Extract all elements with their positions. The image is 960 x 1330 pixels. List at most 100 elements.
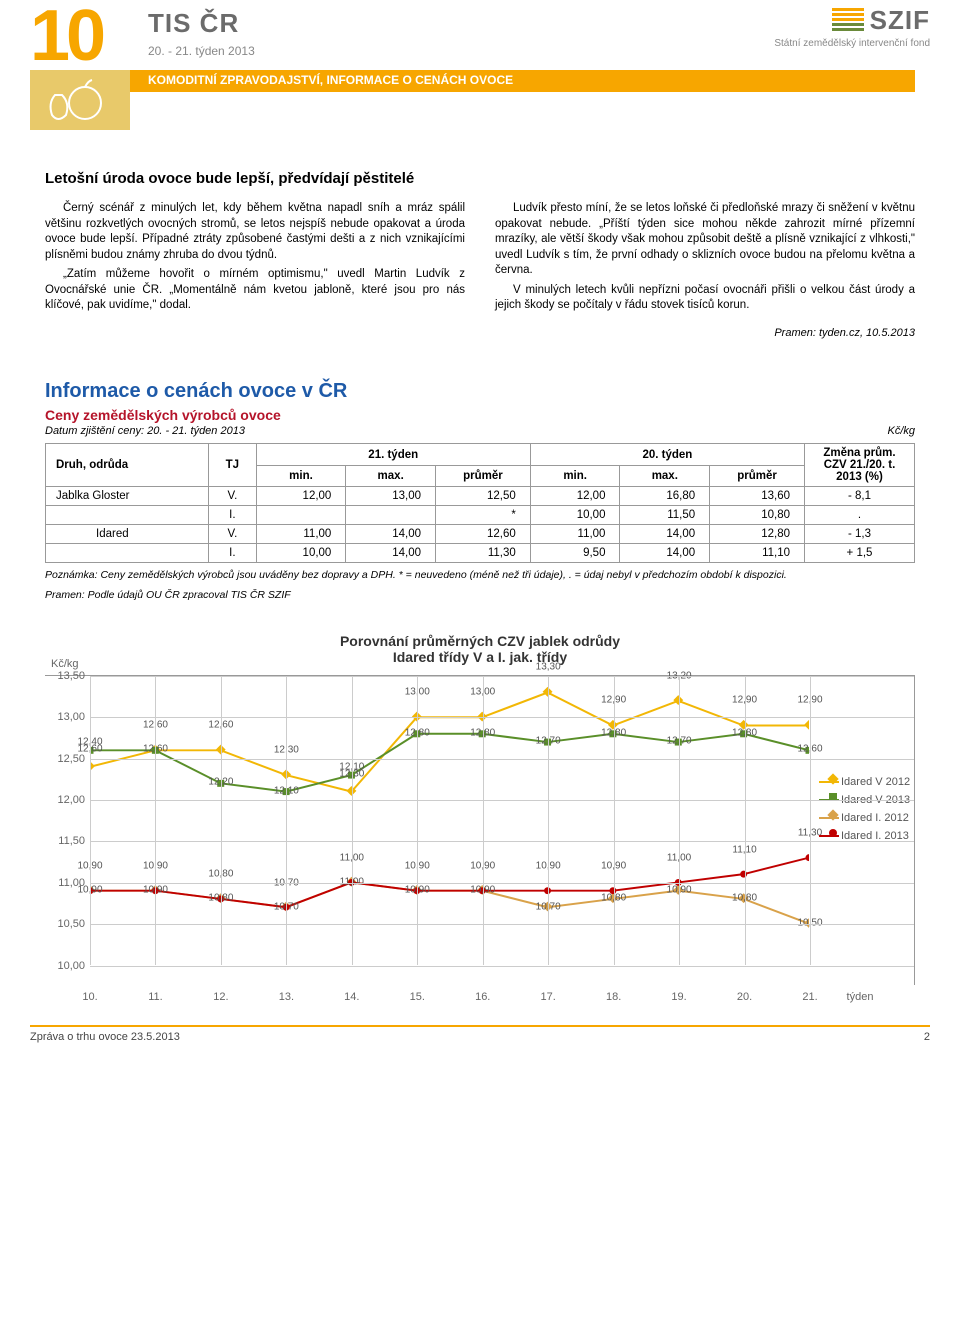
chart-xtick: 20.	[737, 991, 752, 1003]
table-cell: 10,00	[530, 506, 620, 525]
table-cell: 12,60	[436, 525, 531, 544]
chart-gridline	[90, 966, 914, 967]
prices-heading: Informace o cenách ovoce v ČR	[45, 380, 930, 403]
footer-page-num: 2	[924, 1031, 930, 1043]
chart-gridline	[90, 759, 914, 760]
table-cell	[46, 506, 209, 525]
table-cell: - 1,3	[805, 525, 915, 544]
legend-label: Idared V 2012	[841, 776, 910, 788]
table-cell: Idared	[46, 525, 209, 544]
chart-gridline-v	[417, 676, 418, 965]
chart-svg	[90, 676, 809, 965]
chart-ytick: 13,00	[45, 711, 85, 723]
chart-xtick: 10.	[82, 991, 97, 1003]
chart-gridline-v	[483, 676, 484, 965]
table-cell: 14,00	[620, 544, 710, 563]
table-cell: 12,50	[436, 487, 531, 506]
table-row: I.*10,0011,5010,80.	[46, 506, 915, 525]
szif-text: SZIF	[870, 5, 930, 36]
chart-gridline	[90, 841, 914, 842]
chart-xtick: 12.	[213, 991, 228, 1003]
chart-gridline-v	[810, 676, 811, 965]
table-cell: 12,80	[710, 525, 805, 544]
article-title: Letošní úroda ovoce bude lepší, předvída…	[45, 170, 930, 187]
table-cell: V.	[209, 525, 257, 544]
chart-xtick: 17.	[541, 991, 556, 1003]
header-band: KOMODITNÍ ZPRAVODAJSTVÍ, INFORMACE O CEN…	[130, 70, 915, 92]
article-p: Černý scénář z minulých let, kdy během k…	[45, 201, 465, 263]
table-cell: I.	[209, 506, 257, 525]
chart-ytick: 10,50	[45, 918, 85, 930]
footer-left: Zpráva o trhu ovoce 23.5.2013	[30, 1031, 180, 1043]
prices-caption-row: Datum zjištění ceny: 20. - 21. týden 201…	[45, 425, 915, 437]
chart-xtick: 13.	[279, 991, 294, 1003]
article-col-left: Černý scénář z minulých let, kdy během k…	[45, 201, 465, 340]
date-range: 20. - 21. týden 2013	[148, 44, 255, 58]
table-cell: 16,80	[620, 487, 710, 506]
table-cell: 11,00	[530, 525, 620, 544]
article-col-right: Ludvík přesto míní, že se letos loňské č…	[495, 201, 915, 340]
table-cell: 11,10	[710, 544, 805, 563]
chart-y-unit: Kč/kg	[51, 658, 79, 670]
chart-gridline-v	[614, 676, 615, 965]
chart-plot: 12,4012,6012,6012,3012,1013,0013,0013,30…	[90, 676, 809, 965]
prices-note: Poznámka: Ceny zemědělských výrobců jsou…	[45, 569, 915, 583]
chart-xtick: 14.	[344, 991, 359, 1003]
szif-logo: SZIF Státní zemědělský intervenční fond	[774, 5, 930, 49]
chart-gridline-v	[679, 676, 680, 965]
legend-item: Idared I. 2013	[819, 830, 919, 842]
th-w20: 20. týden	[530, 444, 804, 466]
chart-ytick: 12,50	[45, 753, 85, 765]
table-row: IdaredV.11,0014,0012,6011,0014,0012,80- …	[46, 525, 915, 544]
table-cell: 14,00	[620, 525, 710, 544]
th-max: max.	[346, 465, 436, 487]
chart-series-line	[90, 692, 809, 791]
th-w21: 21. týden	[256, 444, 530, 466]
chart-ytick: 11,50	[45, 835, 85, 847]
chart-gridline	[90, 676, 914, 677]
table-cell: 11,00	[256, 525, 346, 544]
legend-label: Idared I. 2013	[841, 830, 909, 842]
table-cell: V.	[209, 487, 257, 506]
bulletin-title: TIS ČR	[148, 8, 239, 39]
chart-ytick: 13,50	[45, 670, 85, 682]
table-cell: I.	[209, 544, 257, 563]
chart-area: 12,4012,6012,6012,3012,1013,0013,0013,30…	[45, 675, 915, 985]
szif-stripes-icon	[832, 8, 864, 33]
table-cell: 10,80	[710, 506, 805, 525]
chart-xtick: 15.	[410, 991, 425, 1003]
chart-marker	[806, 854, 809, 861]
chart-xtick: 21.	[802, 991, 817, 1003]
prices-unit: Kč/kg	[887, 425, 915, 437]
chart-ytick: 10,00	[45, 960, 85, 972]
chart-gridline-v	[221, 676, 222, 965]
chart-gridline-v	[548, 676, 549, 965]
chart-marker	[804, 720, 809, 730]
table-cell: 9,50	[530, 544, 620, 563]
chart-data-label: 13,30	[536, 662, 561, 673]
legend-label: Idared I. 2012	[841, 812, 909, 824]
th-avg: průměr	[710, 465, 805, 487]
chart-container: Porovnání průměrných CZV jablek odrůdy I…	[45, 633, 915, 985]
table-cell: *	[436, 506, 531, 525]
th-tj: TJ	[209, 444, 257, 487]
table-row: I.10,0014,0011,309,5014,0011,10+ 1,5	[46, 544, 915, 563]
table-cell	[346, 506, 436, 525]
fruit-icon	[30, 70, 130, 130]
chart-series-line	[90, 734, 809, 792]
chart-x-unit: týden	[847, 991, 874, 1003]
article-p: „Zatím můžeme hovořit o mírném optimismu…	[45, 267, 465, 314]
chart-xtick: 16.	[475, 991, 490, 1003]
chart-xtick: 18.	[606, 991, 621, 1003]
table-cell: 13,60	[710, 487, 805, 506]
table-row: Jablka GlosterV.12,0013,0012,5012,0016,8…	[46, 487, 915, 506]
chart-xtick: 11.	[148, 991, 162, 1003]
table-cell: 10,00	[256, 544, 346, 563]
chart-gridline-v	[352, 676, 353, 965]
table-cell: + 1,5	[805, 544, 915, 563]
th-max: max.	[620, 465, 710, 487]
page-footer: Zpráva o trhu ovoce 23.5.2013 2	[30, 1025, 930, 1043]
th-avg: průměr	[436, 465, 531, 487]
table-cell: 12,00	[256, 487, 346, 506]
table-cell: Jablka Gloster	[46, 487, 209, 506]
